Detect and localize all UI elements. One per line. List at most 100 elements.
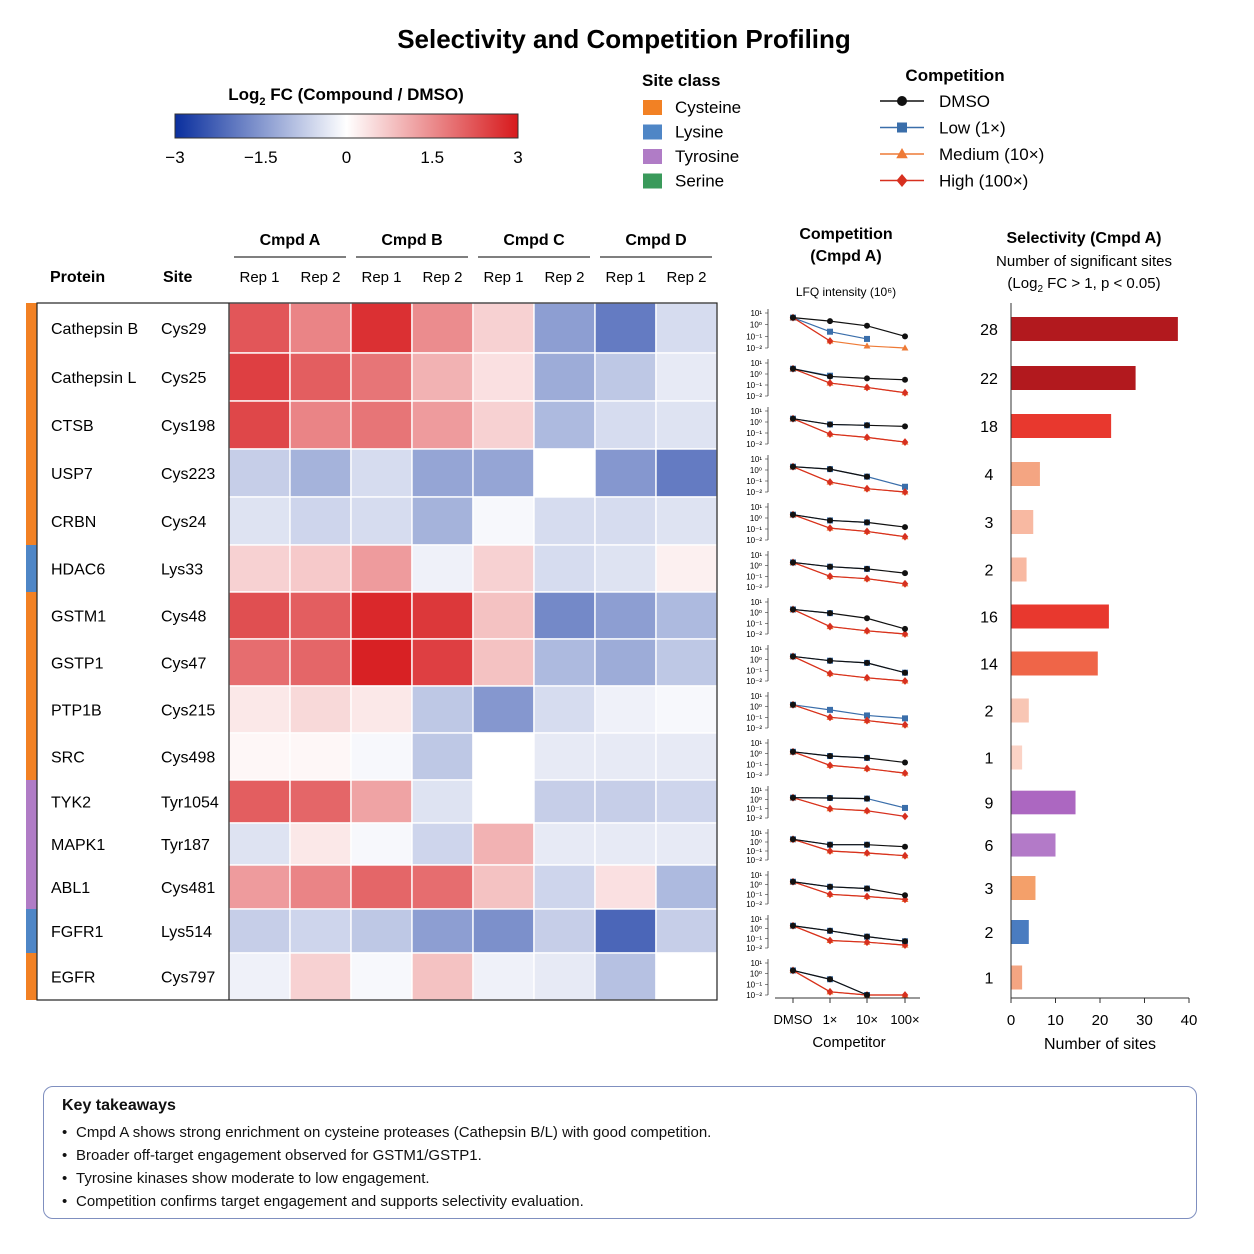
competition-point bbox=[864, 659, 870, 666]
competition-y-tick-label: 10⁰ bbox=[750, 703, 762, 712]
protein-label: USP7 bbox=[51, 466, 93, 483]
competition-legend: Competition DMSO Low (1×) Medium (10×) High… bbox=[880, 66, 1044, 191]
competition-y-tick-label: 10⁰ bbox=[750, 418, 762, 427]
competition-y-tick-label: 10⁻¹ bbox=[746, 477, 762, 486]
competition-legend-label: Medium (10×) bbox=[939, 145, 1044, 164]
competition-y-tick-label: 10¹ bbox=[750, 915, 762, 924]
competition-point bbox=[827, 927, 833, 934]
competition-y-tick-label: 10¹ bbox=[750, 739, 762, 748]
colorbar-tick-label: 0 bbox=[342, 148, 351, 167]
protein-label: GSTM1 bbox=[51, 609, 106, 626]
protein-label: TYK2 bbox=[51, 795, 91, 812]
selectivity-count-label: 18 bbox=[980, 419, 998, 436]
competition-series-line bbox=[792, 751, 906, 764]
competition-y-tick-label: 10⁻² bbox=[746, 677, 762, 686]
competition-series-line bbox=[792, 608, 906, 635]
selectivity-count-label: 1 bbox=[985, 971, 994, 988]
competition-y-tick-label: 10⁻¹ bbox=[746, 381, 762, 390]
competition-point bbox=[902, 333, 908, 340]
competition-series-line bbox=[792, 881, 906, 900]
colorbar-tick-label: −1.5 bbox=[244, 148, 278, 167]
competition-point bbox=[902, 759, 908, 766]
site-class-bar bbox=[26, 592, 37, 639]
heatmap-cell bbox=[472, 496, 535, 546]
heatmap-cell bbox=[594, 448, 657, 498]
site-label: Cys47 bbox=[161, 656, 206, 673]
competition-point bbox=[863, 383, 871, 392]
competition-y-tick-label: 10¹ bbox=[750, 959, 762, 968]
competition-y-tick-label: 10⁻¹ bbox=[746, 934, 762, 943]
heatmap-cell bbox=[594, 952, 657, 1001]
selectivity-bar bbox=[1011, 462, 1040, 486]
competition-y-tick-label: 10⁻¹ bbox=[746, 847, 762, 856]
competition-x-label: Competitor bbox=[812, 1034, 885, 1051]
heatmap-cell bbox=[472, 685, 535, 734]
heatmap: Protein Site Cmpd A Rep 1 Rep 2 Cmpd B Rep 1… bbox=[26, 232, 718, 1001]
competition-x-tick-label: DMSO bbox=[774, 1012, 813, 1027]
heatmap-cell bbox=[594, 908, 657, 954]
competition-y-tick-label: 10⁰ bbox=[750, 321, 762, 330]
competition-point bbox=[790, 559, 796, 566]
competition-series-line bbox=[792, 317, 906, 349]
competition-point bbox=[790, 314, 796, 321]
selectivity-criteria: (Log2 FC > 1, p < 0.05) bbox=[1007, 275, 1160, 295]
heatmap-cell bbox=[472, 908, 535, 954]
competition-y-tick-label: 10⁻² bbox=[746, 724, 762, 733]
colorbar: Log2 FC (Compound / DMSO) −3 −1.5 0 1.5 3 bbox=[165, 85, 522, 167]
heatmap-cell bbox=[533, 352, 596, 402]
compound-header: Cmpd B bbox=[381, 232, 442, 249]
protein-label: FGFR1 bbox=[51, 924, 104, 941]
competition-point bbox=[790, 967, 796, 974]
selectivity-x-tick-label: 40 bbox=[1181, 1012, 1198, 1029]
competition-legend-marker bbox=[897, 122, 907, 133]
competition-point bbox=[826, 713, 834, 722]
competition-series-line bbox=[792, 368, 906, 394]
replicate-header: Rep 1 bbox=[605, 269, 645, 286]
competition-series-line bbox=[792, 704, 906, 726]
replicate-header: Rep 2 bbox=[544, 269, 584, 286]
competition-series-line bbox=[792, 925, 906, 942]
site-label: Cys24 bbox=[161, 514, 206, 531]
competition-point bbox=[902, 524, 908, 531]
competition-point bbox=[864, 565, 870, 572]
heatmap-cell bbox=[228, 591, 291, 640]
competition-point bbox=[902, 669, 908, 676]
competition-series-line bbox=[792, 561, 906, 585]
colorbar-title: Log2 FC (Compound / DMSO) bbox=[228, 85, 464, 108]
replicate-header: Rep 1 bbox=[483, 269, 523, 286]
competition-series-line bbox=[792, 368, 906, 381]
heatmap-cell bbox=[411, 352, 474, 402]
heatmap-cell bbox=[655, 638, 718, 687]
selectivity-x-tick-label: 10 bbox=[1047, 1012, 1064, 1029]
site-label: Cys48 bbox=[161, 609, 206, 626]
selectivity-count-label: 2 bbox=[985, 925, 994, 942]
heatmap-cell bbox=[533, 302, 596, 354]
competition-y-tick-label: 10⁰ bbox=[750, 514, 762, 523]
selectivity-bar bbox=[1011, 965, 1023, 990]
competition-legend-marker bbox=[896, 148, 908, 159]
heatmap-cell bbox=[228, 448, 291, 498]
competition-y-tick-label: 10⁻¹ bbox=[746, 525, 762, 534]
competition-point bbox=[827, 794, 833, 801]
competition-legend-marker bbox=[896, 174, 908, 187]
heatmap-cell bbox=[594, 302, 657, 354]
competition-series-line bbox=[792, 704, 906, 719]
competition-y-tick-label: 10⁰ bbox=[750, 656, 762, 665]
heatmap-cell bbox=[228, 400, 291, 450]
heatmap-cell bbox=[411, 591, 474, 640]
competition-y-tick-label: 10¹ bbox=[750, 455, 762, 464]
site-class-bar bbox=[26, 733, 37, 780]
competition-series-line bbox=[792, 466, 906, 493]
selectivity-x-label: Number of sites bbox=[1044, 1036, 1156, 1053]
selectivity-bar bbox=[1011, 510, 1034, 534]
competition-point bbox=[827, 657, 833, 664]
heatmap-cell bbox=[655, 822, 718, 866]
selectivity-count-label: 22 bbox=[980, 371, 998, 388]
heatmap-cell bbox=[289, 302, 352, 354]
competition-point bbox=[864, 754, 870, 761]
competition-series-line bbox=[792, 838, 906, 848]
competition-y-tick-label: 10⁻² bbox=[746, 440, 762, 449]
